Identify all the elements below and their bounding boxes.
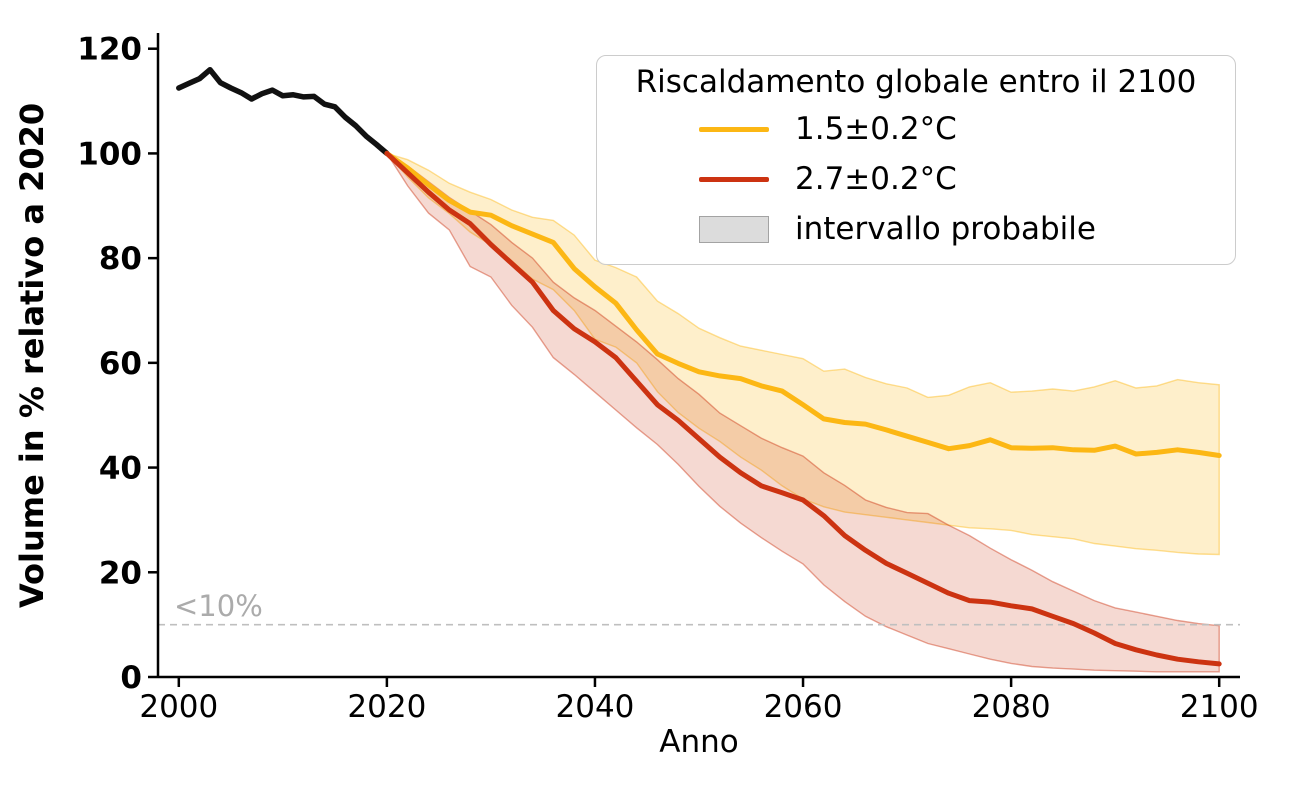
y-tick-label: 0 [120,660,142,696]
y-tick-label: 100 [77,136,142,172]
x-axis-label: Anno [659,724,739,760]
y-tick-label: 40 [99,451,142,487]
y-tick-label: 120 [77,32,142,68]
x-tick-label: 2020 [347,689,426,725]
series-line-storico [176,66,390,157]
x-tick-label: 2060 [764,689,843,725]
x-tick-label: 2040 [556,689,635,725]
band-fill-2.7±0.2°C [386,152,1220,673]
threshold-annotation: <10% [174,589,263,623]
legend-title: Riscaldamento globale entro il 2100 [635,64,1197,100]
x-tick-label: 2000 [139,689,218,725]
legend: Riscaldamento globale entro il 2100 1.5±… [596,55,1236,265]
y-axis-label: Volume in % relativo a 2020 [13,102,51,608]
series-line-2.7±0.2°C [384,150,1222,667]
series-line-1.5±0.2°C [384,150,1222,458]
legend-entry-label-1-5: 1.5±0.2°C [795,111,957,147]
x-tick-label: 2100 [1180,689,1259,725]
band-fill-1.5±0.2°C [384,152,1220,556]
legend-patch-swatch-gray [699,215,769,243]
y-tick-label: 60 [99,346,142,382]
legend-line-swatch-red [699,176,769,182]
legend-entry-likely-range: intervallo probabile [597,204,1235,254]
y-tick-label: 20 [99,555,142,591]
band-1.5±0.2°C [384,152,1220,556]
y-tick-label: 80 [99,241,142,277]
legend-entry-warming-1-5: 1.5±0.2°C [597,104,1235,154]
legend-entry-warming-2-7: 2.7±0.2°C [597,154,1235,204]
legend-entry-label-2-7: 2.7±0.2°C [795,161,957,197]
band-2.7±0.2°C [386,152,1220,673]
legend-entry-label-likely-range: intervallo probabile [795,211,1096,247]
legend-line-swatch-yellow [699,126,769,132]
x-tick-label: 2080 [972,689,1051,725]
